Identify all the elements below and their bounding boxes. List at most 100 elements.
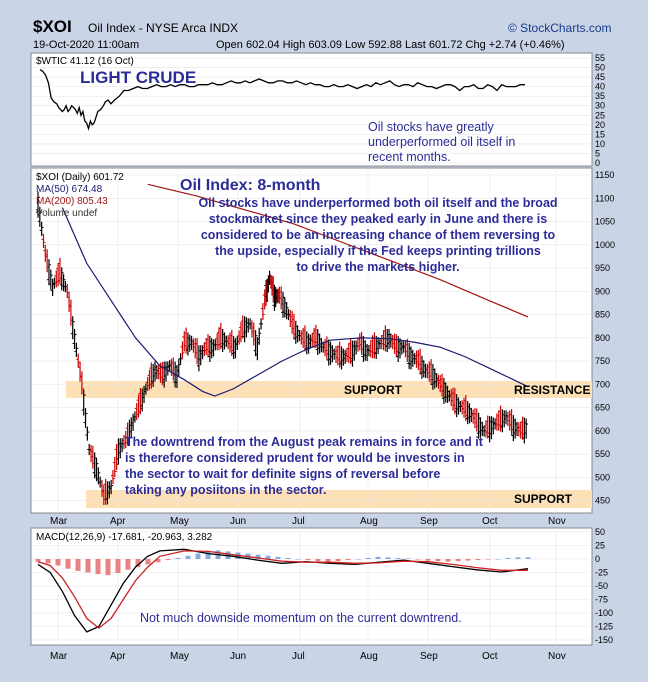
xoi-tick-label: 650: [595, 403, 610, 413]
macd-signal-line: [37, 550, 528, 629]
macd-tick-label: -50: [595, 581, 608, 591]
xoi-month-label: Apr: [110, 516, 126, 527]
macd-histogram-bar: [465, 559, 471, 561]
macd-histogram-bar: [515, 557, 521, 559]
macd-histogram-bar: [525, 557, 531, 559]
macd-histogram-bar: [125, 559, 131, 570]
volume-legend: Volume undef: [36, 208, 97, 219]
ma50-line: [61, 207, 529, 397]
macd-line: [37, 548, 529, 633]
wtic-tick-label: 10: [595, 139, 605, 149]
wtic-tick-label: 35: [595, 91, 605, 101]
xoi-tick-label: 500: [595, 472, 610, 482]
macd-histogram-bar: [85, 559, 91, 573]
header-name: Oil Index - NYSE Arca INDX: [88, 21, 238, 35]
macd-histogram-bar: [195, 553, 201, 559]
macd-histogram-bar: [405, 558, 411, 559]
macd-histogram-bar: [35, 559, 41, 562]
support-mid-label: SUPPORT: [344, 383, 403, 397]
ma200-line: [147, 183, 529, 318]
macd-histogram-bar: [495, 559, 501, 560]
xoi-month-label: Sep: [420, 516, 438, 527]
macd-histogram-bar: [375, 556, 381, 559]
macd-tick-label: -125: [595, 622, 613, 632]
macd-tick-label: 50: [595, 527, 605, 537]
light-crude-label: LIGHT CRUDE: [80, 68, 196, 87]
wtic-tick-label: 40: [595, 82, 605, 92]
macd-month-label: Sep: [420, 651, 438, 662]
macd-histogram-bar: [385, 557, 391, 559]
macd-histogram-bar: [275, 556, 281, 559]
macd-month-label: Jul: [292, 651, 305, 662]
xoi-tick-label: 1100: [595, 193, 614, 203]
xoi-month-label: Mar: [50, 516, 68, 527]
macd-histogram-bar: [75, 559, 81, 571]
macd-histogram-bar: [435, 559, 441, 562]
macd-histogram-bar: [265, 555, 271, 559]
xoi-tick-label: 1150: [595, 170, 614, 180]
xoi-tick-label: 550: [595, 449, 610, 459]
macd-histogram-bar: [335, 559, 341, 562]
macd-histogram-bar: [445, 559, 451, 562]
xoi-tick-label: 750: [595, 356, 610, 366]
macd-histogram-bar: [355, 559, 361, 560]
support-resistance-zone: [66, 381, 592, 398]
xoi-month-label: Jul: [292, 516, 305, 527]
header-brand: © StockCharts.com: [508, 21, 612, 35]
macd-histogram-bar: [325, 559, 331, 562]
macd-tick-label: 0: [595, 554, 600, 564]
macd-month-label: Apr: [110, 651, 126, 662]
wtic-tick-label: 30: [595, 101, 605, 111]
xoi-tick-label: 1050: [595, 217, 615, 227]
wtic-tick-label: 5: [595, 148, 600, 158]
macd-histogram-bar: [165, 559, 171, 561]
macd-histogram-bar: [305, 559, 311, 561]
macd-month-label: Aug: [360, 651, 378, 662]
macd-histogram-bar: [185, 555, 191, 559]
macd-histogram-bar: [415, 559, 421, 560]
oil-note: Oil stocks have greatly underperformed oi…: [368, 120, 515, 164]
header-symbol: $XOI: [33, 17, 72, 36]
xoi-tick-label: 1000: [595, 240, 615, 250]
macd-histogram-bar: [505, 557, 511, 559]
xoi-tick-label: 700: [595, 379, 610, 389]
macd-month-label: Jun: [230, 651, 246, 662]
wtic-tick-label: 25: [595, 110, 605, 120]
macd-tick-label: -25: [595, 568, 608, 578]
macd-histogram-bar: [205, 551, 211, 559]
xoi-month-label: Aug: [360, 516, 378, 527]
downtrend-note: The downtrend from the August peak remai…: [125, 435, 484, 497]
low-support-zone: [86, 490, 592, 508]
wtic-price-line: [39, 68, 525, 131]
macd-histogram-bar: [175, 557, 181, 559]
ma200-legend: MA(200) 805.43: [36, 196, 108, 207]
macd-histogram-bar: [155, 559, 161, 563]
xoi-tick-label: 950: [595, 263, 610, 273]
macd-legend: MACD(12,26,9) -17.681, -20.963, 3.282: [36, 532, 213, 543]
macd-month-label: Oct: [482, 651, 498, 662]
xoi-tick-label: 600: [595, 426, 610, 436]
macd-histogram-bar: [285, 557, 291, 559]
ma50-legend: MA(50) 674.48: [36, 184, 103, 195]
wtic-panel: [30, 52, 593, 167]
macd-tick-label: 25: [595, 541, 605, 551]
wtic-tick-label: 0: [595, 158, 600, 168]
main-note: Oil stocks have underperformed both oil …: [198, 196, 557, 274]
xoi-month-label: Jun: [230, 516, 246, 527]
macd-tick-label: -150: [595, 635, 613, 645]
macd-month-label: May: [170, 651, 189, 662]
xoi-tick-label: 850: [595, 310, 610, 320]
header-ohlc: Open 602.04 High 603.09 Low 592.88 Last …: [216, 39, 565, 51]
macd-histogram-bar: [345, 559, 351, 561]
macd-histogram-bar: [95, 559, 101, 575]
wtic-tick-label: 20: [595, 120, 605, 130]
macd-histogram-bar: [485, 559, 491, 560]
macd-tick-label: -75: [595, 595, 608, 605]
macd-histogram-bar: [395, 557, 401, 559]
macd-histogram-bar: [455, 559, 461, 562]
wtic-tick-label: 55: [595, 53, 605, 63]
macd-histogram-bar: [255, 554, 261, 559]
macd-histogram-bar: [65, 559, 71, 569]
